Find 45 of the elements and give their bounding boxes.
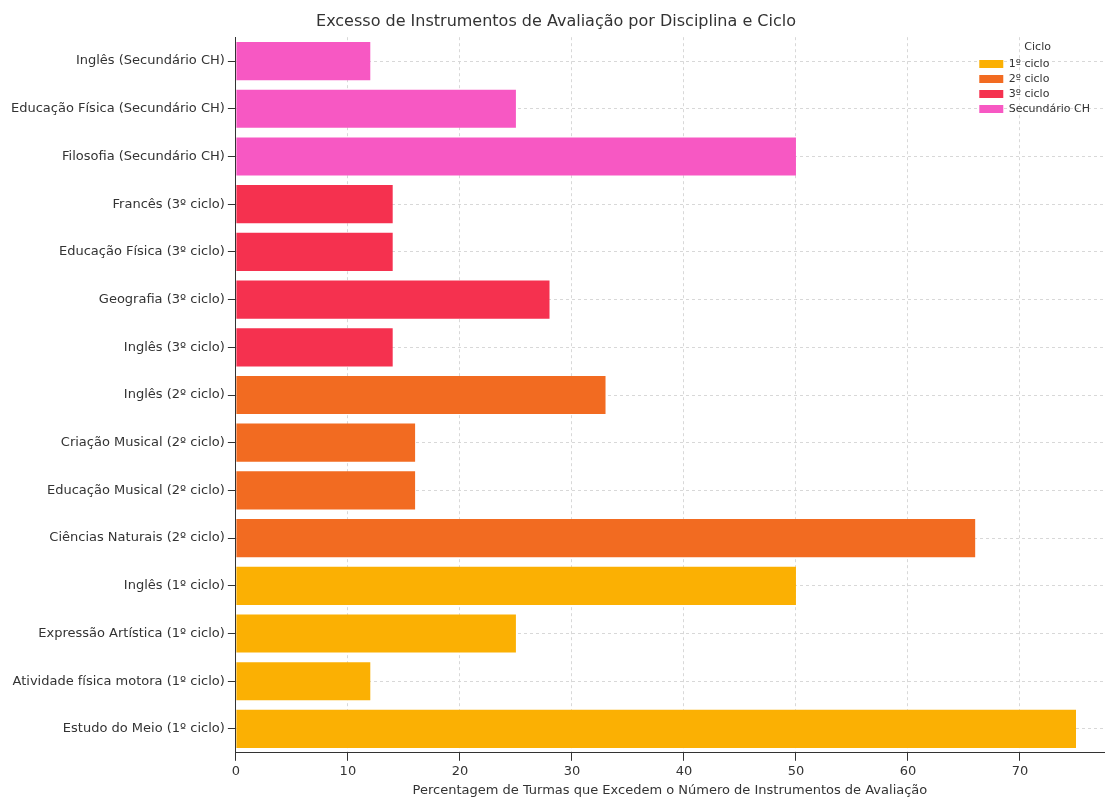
y-tick-label: Francês (3º ciclo) — [112, 195, 225, 211]
x-axis-title: Percentagem de Turmas que Excedem o Número de Instrumentos de Avaliação — [412, 781, 928, 797]
x-tick-label: 30 — [563, 762, 581, 778]
y-tick-label: Inglês (1º ciclo) — [123, 577, 225, 593]
bar — [236, 566, 796, 605]
bar — [236, 709, 1076, 749]
y-tick-label: Atividade física motora (1º ciclo) — [12, 672, 225, 688]
x-tick-label: 50 — [787, 762, 805, 778]
y-tick-label: Estudo do Meio (1º ciclo) — [62, 720, 225, 736]
legend-label: 3º ciclo — [1008, 86, 1050, 100]
bar — [236, 41, 371, 81]
bar — [236, 614, 516, 653]
x-tick-label: 60 — [899, 762, 917, 778]
bar — [236, 137, 796, 176]
y-tick-label: Inglês (Secundário CH) — [75, 52, 225, 68]
x-tick-label: 40 — [675, 762, 693, 778]
bar — [236, 232, 393, 271]
bar — [236, 519, 976, 558]
y-tick-label: Inglês (2º ciclo) — [123, 386, 225, 402]
bar — [236, 662, 371, 701]
y-tick-label: Filosofia (Secundário CH) — [62, 147, 225, 163]
y-tick-label: Ciências Naturais (2º ciclo) — [49, 529, 225, 545]
bar — [236, 89, 516, 128]
chart-title: Excesso de Instrumentos de Avaliação por Disciplina e Ciclo — [316, 10, 796, 30]
bar — [236, 423, 416, 462]
x-tick-label: 0 — [231, 762, 241, 778]
legend-title: Ciclo — [1024, 39, 1052, 53]
y-tick-label: Inglês (3º ciclo) — [123, 338, 225, 354]
bar — [236, 328, 393, 367]
bar — [236, 185, 393, 224]
bar — [236, 280, 550, 319]
bar — [236, 471, 416, 510]
y-tick-label: Expressão Artística (1º ciclo) — [38, 624, 225, 640]
legend-label: Secundário CH — [1008, 101, 1091, 115]
y-tick-label: Educação Musical (2º ciclo) — [47, 481, 225, 497]
y-tick-label: Criação Musical (2º ciclo) — [60, 434, 225, 450]
y-tick-label: Geografia (3º ciclo) — [98, 290, 225, 306]
y-tick-label: Educação Física (3º ciclo) — [58, 243, 225, 259]
legend-label: 2º ciclo — [1008, 71, 1050, 85]
bar — [236, 375, 606, 415]
legend-label: 1º ciclo — [1008, 56, 1050, 70]
x-tick-label: 20 — [451, 762, 469, 778]
x-tick-label: 70 — [1011, 762, 1029, 778]
y-tick-label: Educação Física (Secundário CH) — [11, 100, 225, 116]
x-tick-label: 10 — [339, 762, 357, 778]
